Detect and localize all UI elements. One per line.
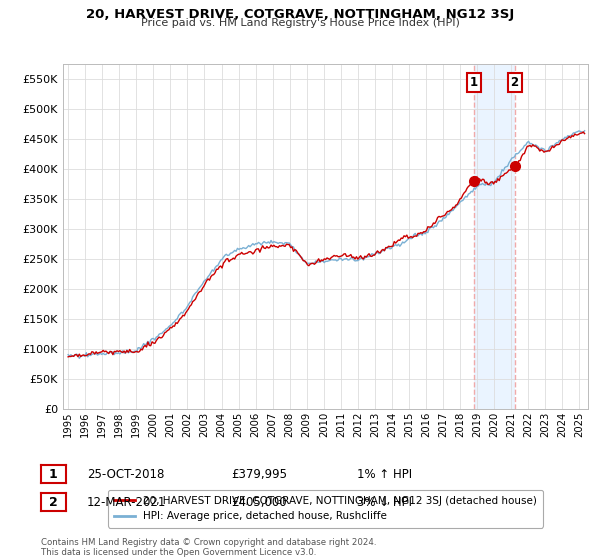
Bar xyxy=(474,64,515,409)
Text: 2: 2 xyxy=(511,76,518,89)
Text: £405,000: £405,000 xyxy=(231,496,287,509)
Text: 25-OCT-2018: 25-OCT-2018 xyxy=(87,468,164,481)
Text: Contains HM Land Registry data © Crown copyright and database right 2024.
This d: Contains HM Land Registry data © Crown c… xyxy=(41,538,376,557)
Text: 2: 2 xyxy=(49,496,58,508)
Legend: 20, HARVEST DRIVE, COTGRAVE, NOTTINGHAM, NG12 3SJ (detached house), HPI: Average: 20, HARVEST DRIVE, COTGRAVE, NOTTINGHAM,… xyxy=(108,490,543,528)
Text: 12-MAR-2021: 12-MAR-2021 xyxy=(87,496,166,509)
Text: £379,995: £379,995 xyxy=(231,468,287,481)
Text: 3% ↓ HPI: 3% ↓ HPI xyxy=(357,496,412,509)
Text: 1: 1 xyxy=(470,76,478,89)
Text: Price paid vs. HM Land Registry's House Price Index (HPI): Price paid vs. HM Land Registry's House … xyxy=(140,18,460,28)
Text: 1: 1 xyxy=(49,468,58,480)
Text: 1% ↑ HPI: 1% ↑ HPI xyxy=(357,468,412,481)
Text: 20, HARVEST DRIVE, COTGRAVE, NOTTINGHAM, NG12 3SJ: 20, HARVEST DRIVE, COTGRAVE, NOTTINGHAM,… xyxy=(86,8,514,21)
